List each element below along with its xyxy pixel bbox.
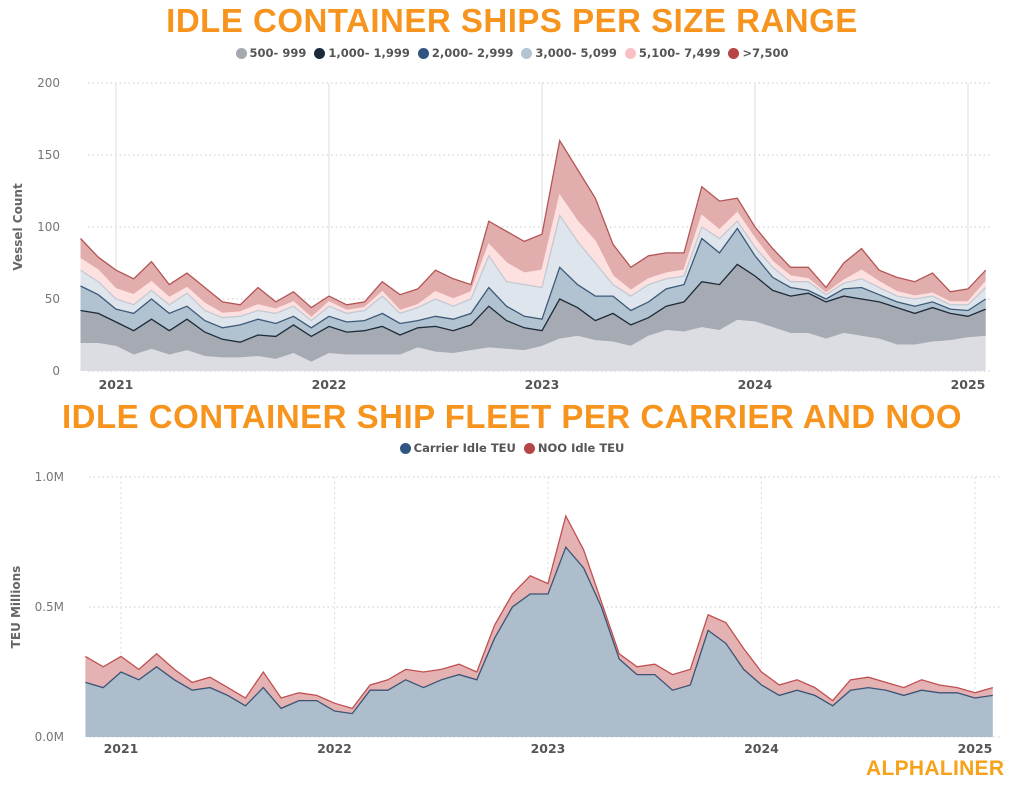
- line-series-1: [85, 514, 993, 710]
- y-tick-label: 1.0M: [35, 470, 64, 484]
- legend-label: NOO Idle TEU: [537, 441, 625, 455]
- y-tick-label: 0.5M: [35, 600, 64, 614]
- line-series-2: [80, 227, 987, 329]
- legend-dot-icon: [235, 47, 247, 59]
- line-series-3: [80, 213, 987, 322]
- line-series-5: [80, 138, 987, 309]
- y-axis-title: Vessel Count: [11, 183, 25, 271]
- legend-item[interactable]: 3,000- 5,099: [521, 46, 617, 60]
- x-tick-label: 2025: [958, 741, 993, 756]
- legend-dot-icon: [399, 442, 411, 454]
- area-series-2: [80, 228, 986, 343]
- legend-dot-icon: [624, 47, 636, 59]
- chart-0: 0 50 100 150 200 2021 2022 2023 2024 2025 Vessel C…: [11, 76, 992, 392]
- x-tick-label: 2023: [525, 377, 560, 392]
- line-series-0: [85, 545, 993, 715]
- legend-dot-icon: [521, 47, 533, 59]
- area-series-0: [85, 547, 993, 737]
- legend-item[interactable]: NOO Idle TEU: [523, 441, 625, 455]
- legend-label: >7,500: [742, 46, 789, 60]
- legend-label: 5,100- 7,499: [638, 46, 721, 60]
- y-tick-label: 200: [37, 76, 60, 90]
- x-tick-label: 2021: [99, 377, 134, 392]
- y-tick-label: 0.0M: [35, 730, 64, 744]
- legend-label: Carrier Idle TEU: [413, 441, 516, 455]
- x-tick-label: 2025: [951, 377, 986, 392]
- area-series-1: [85, 516, 993, 714]
- area-series-1: [80, 264, 986, 363]
- line-series-0: [80, 319, 986, 364]
- legend-label: 3,000- 5,099: [535, 46, 617, 60]
- area-series-0: [80, 320, 986, 371]
- x-tick-label: 2024: [738, 377, 773, 392]
- y-tick-label: 50: [45, 292, 60, 306]
- legend-item[interactable]: 500- 999: [235, 46, 307, 60]
- legend-label: 1,000- 1,999: [328, 46, 410, 60]
- legend-item[interactable]: 1,000- 1,999: [314, 46, 410, 60]
- legend-item[interactable]: 5,100- 7,499: [624, 46, 721, 60]
- legend-item[interactable]: Carrier Idle TEU: [399, 441, 516, 455]
- legend-label: 2,000- 2,999: [431, 46, 514, 60]
- alphaliner-logo: ALPHALINER: [866, 757, 1005, 780]
- legend-item[interactable]: 2,000- 2,999: [417, 46, 514, 60]
- y-axis-title: TEU Millions: [9, 566, 23, 649]
- chart-title-size-range: IDLE CONTAINER SHIPS PER SIZE RANGE: [166, 2, 858, 39]
- legend-carrier-noo: Carrier Idle TEU NOO Idle TEU: [0, 441, 1024, 457]
- line-series-4: [80, 193, 987, 319]
- line-series-1: [80, 263, 986, 343]
- legend-dot-icon: [523, 442, 535, 454]
- x-tick-label: 2024: [744, 741, 779, 756]
- chart-1: 0.0M 0.5M 1.0M 2021 2022 2023 2024 2025 TEU Mill…: [9, 470, 1000, 756]
- legend-size-range: 500- 999 1,000- 1,999 2,000- 2,999 3,000- 5…: [0, 46, 1024, 62]
- x-tick-label: 2023: [531, 741, 566, 756]
- y-tick-label: 150: [37, 148, 60, 162]
- legend-dot-icon: [417, 47, 429, 59]
- chart-title-carrier-noo: IDLE CONTAINER SHIP FLEET PER CARRIER AN…: [61, 398, 963, 435]
- area-series-3: [80, 215, 986, 328]
- legend-dot-icon: [728, 47, 740, 59]
- legend-item[interactable]: >7,500: [728, 46, 788, 60]
- legend-dot-icon: [314, 47, 326, 59]
- x-tick-label: 2021: [104, 741, 139, 756]
- x-tick-label: 2022: [312, 377, 347, 392]
- y-tick-label: 0: [52, 364, 60, 378]
- x-tick-label: 2022: [317, 741, 352, 756]
- legend-label: 500- 999: [249, 46, 307, 60]
- y-tick-label: 100: [37, 220, 60, 234]
